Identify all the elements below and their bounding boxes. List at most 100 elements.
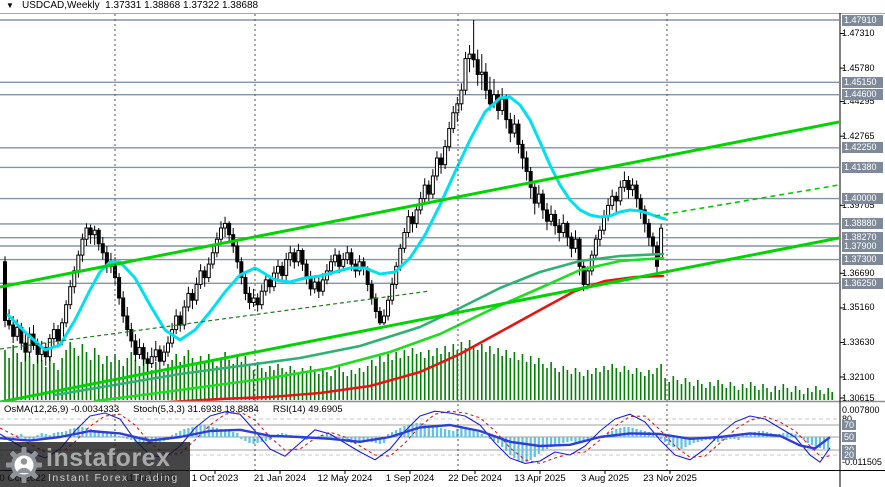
candle-body (614, 195, 619, 202)
candle-body (153, 349, 158, 358)
candle-body (239, 261, 244, 279)
indicator-scale-label: -0.011505 (842, 457, 882, 467)
candle-body (630, 184, 635, 191)
candle-body (121, 297, 126, 317)
candle-body (549, 213, 554, 222)
candle-body (263, 279, 268, 292)
price-level-label: 1.41380 (842, 161, 883, 173)
candle-body (422, 184, 427, 200)
candle-body (655, 245, 659, 267)
price-level-label: 1.38880 (842, 218, 883, 230)
time-scale-label: 13 Apr 2025 (514, 473, 566, 484)
candle-body (341, 259, 346, 267)
price-scale-label: 1.42765 (842, 130, 875, 141)
candle-body (626, 180, 631, 191)
trendline[interactable] (0, 290, 431, 350)
trendline[interactable] (0, 120, 839, 289)
candle-body (597, 229, 602, 240)
price-level-label: 1.37300 (842, 254, 883, 266)
indicator-level-label: 50 (842, 432, 857, 442)
candle-body (157, 349, 162, 362)
candle-body (345, 252, 350, 261)
chart-title-bar: ▼ USDCAD,Weekly 1.37331 1.38868 1.37322 … (0, 0, 885, 13)
trendline[interactable] (654, 184, 839, 217)
brand-name: instaforex (46, 444, 171, 472)
candle-body (206, 263, 211, 279)
time-scale-label: 23 Nov 2025 (643, 473, 697, 484)
candle-body (512, 123, 517, 134)
candle-body (300, 250, 305, 265)
stoch-signal-line (0, 410, 831, 464)
price-scale-label: 1.39705 (842, 199, 875, 210)
candle-body (471, 53, 476, 61)
price-scale-label: 1.35160 (842, 302, 875, 313)
candle-body (475, 59, 480, 75)
candle-body (561, 222, 566, 233)
candle-body (585, 270, 590, 285)
candle-body (451, 112, 456, 130)
ma-line-cyan[interactable] (6, 95, 667, 352)
time-scale-label: 22 Dec 2024 (448, 473, 502, 484)
price-scale-label: 1.47310 (842, 28, 875, 38)
candle-body (553, 213, 558, 227)
trendline[interactable] (0, 236, 839, 402)
candle-body (381, 315, 386, 324)
main-pane[interactable] (0, 19, 839, 402)
candle-body (296, 250, 301, 263)
candle-body (487, 89, 492, 105)
candle-body (650, 236, 655, 247)
candle-body (483, 71, 488, 91)
candle-body (35, 344, 40, 355)
candle-body (235, 245, 240, 263)
candle-body (394, 265, 399, 285)
price-level-label: 1.44600 (842, 89, 883, 101)
candle-body (540, 193, 545, 211)
price-scale-label: 1.44295 (842, 96, 875, 107)
candle-body (96, 229, 101, 245)
candle-body (467, 53, 472, 60)
time-scale-label: 12 May 2024 (317, 473, 373, 484)
indicator-scale-label: 80 (842, 414, 853, 424)
candle-body (642, 209, 647, 224)
candle-body (581, 265, 586, 285)
candle-body (15, 326, 20, 337)
candle-body (434, 157, 439, 177)
ohlc-quotes: 1.37331 1.38868 1.37322 1.38688 (105, 0, 259, 11)
candle-body (316, 281, 321, 292)
candle-body (390, 283, 395, 301)
candle-body (459, 89, 464, 105)
candle-body (500, 98, 505, 111)
price-scale-label: 1.30615 (842, 392, 875, 403)
candle-body (455, 103, 460, 114)
price-scale-label: 1.45780 (842, 62, 875, 73)
candle-body (284, 259, 289, 276)
candle-body (304, 263, 309, 279)
candle-body (536, 193, 541, 204)
rsi-line (0, 423, 831, 450)
stoch-label: Stoch(5,3,3) 31.6938 18.8884 (133, 404, 259, 415)
candle-body (573, 238, 578, 249)
price-scale-label: 1.36690 (842, 267, 875, 278)
gear-person-icon (6, 447, 42, 483)
candle-body (377, 311, 382, 324)
price-scale-label: 1.32100 (842, 371, 875, 382)
candle-body (88, 227, 93, 236)
symbol-dropdown-icon[interactable]: ▼ (6, 1, 14, 10)
candle-body (443, 146, 448, 166)
brand-tagline: Instant Forex Trading (48, 472, 179, 484)
price-level-label: 1.37900 (842, 240, 883, 252)
candle-body (463, 58, 468, 91)
candle-body (634, 184, 639, 200)
candle-body (247, 292, 252, 303)
candle-body (76, 254, 81, 272)
ma-line-lime[interactable] (93, 256, 665, 401)
candle-body (373, 297, 378, 312)
ma-line-red[interactable] (167, 274, 665, 402)
ma-line-teal[interactable] (53, 252, 665, 397)
candle-body (610, 195, 615, 206)
candle-body (504, 98, 509, 121)
candle-body (528, 171, 533, 188)
candle-body (577, 238, 582, 267)
